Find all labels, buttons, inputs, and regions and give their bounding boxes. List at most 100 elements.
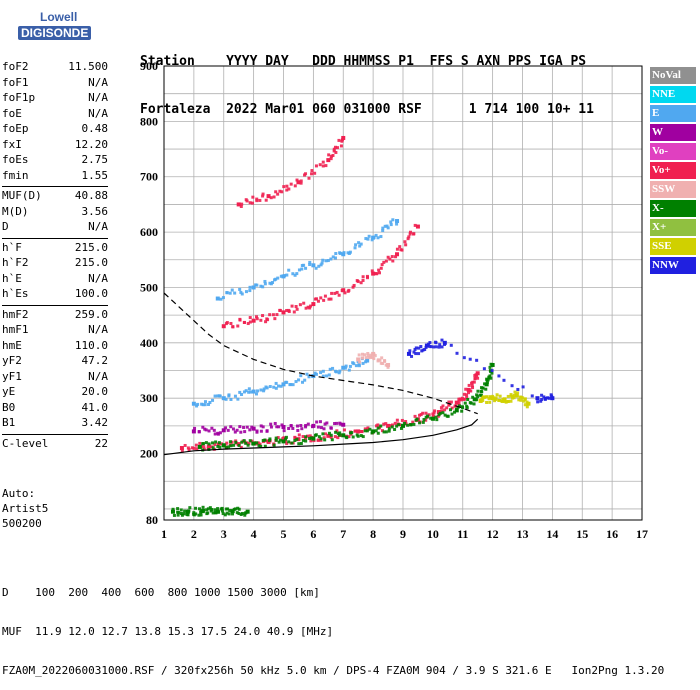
trace-point: [341, 288, 346, 293]
param-value: N/A: [88, 106, 108, 120]
trace-speckle: [256, 441, 260, 445]
trace-speckle: [447, 403, 451, 407]
trace-speckle: [231, 325, 235, 329]
param-name: foF1: [2, 75, 29, 89]
trace-speckle: [348, 250, 352, 254]
trace-speckle: [227, 512, 231, 516]
trace-speckle: [366, 426, 370, 430]
trace-speckle: [329, 433, 333, 437]
trace-speckle: [213, 394, 217, 398]
trace-speckle: [330, 291, 334, 295]
trace-speckle: [480, 397, 484, 401]
trace-point: [230, 509, 235, 514]
trace-speckle: [475, 398, 479, 402]
trace-speckle: [335, 146, 339, 150]
trace-speckle: [287, 308, 291, 312]
trace-speckle: [334, 370, 338, 374]
trace-speckle: [332, 147, 336, 151]
trace-speckle: [314, 372, 318, 376]
trace-speckle: [449, 343, 453, 347]
trace-speckle: [384, 430, 388, 434]
trace-speckle: [475, 374, 479, 378]
trace-speckle: [291, 383, 295, 387]
trace-speckle: [337, 433, 341, 437]
trace-speckle: [372, 357, 376, 361]
trace-speckle: [313, 171, 317, 175]
trace-speckle: [238, 287, 242, 291]
x-tick-label: 10: [427, 527, 439, 541]
trace-point: [454, 408, 459, 413]
trace-speckle: [265, 386, 269, 390]
trace-speckle: [351, 285, 355, 289]
trace-speckle: [274, 190, 278, 194]
trace-speckle: [314, 433, 318, 437]
param-value: 41.0: [81, 400, 109, 414]
trace-speckle: [494, 397, 498, 401]
trace-speckle: [306, 422, 310, 426]
trace-speckle: [408, 230, 412, 234]
trace-speckle: [227, 445, 231, 449]
trace-speckle: [428, 341, 432, 345]
param-row-hf: h`F 215.0: [2, 241, 108, 257]
param-name: h`F2: [2, 256, 29, 269]
header-line-1: Station YYYY DAY DDD HHMMSS P1 FFS S AXN…: [140, 54, 587, 69]
trace-speckle: [374, 233, 378, 237]
trace-speckle: [239, 445, 243, 449]
trace-point: [266, 439, 271, 444]
trace-speckle: [494, 396, 498, 400]
trace-speckle: [220, 509, 224, 513]
trace-speckle: [245, 199, 249, 203]
trace-speckle: [450, 406, 454, 410]
trace-speckle: [476, 395, 480, 399]
trace-speckle: [381, 226, 385, 230]
trace-speckle: [497, 374, 501, 378]
trace-speckle: [199, 513, 203, 517]
trace-speckle: [228, 440, 232, 444]
trace-speckle: [225, 291, 229, 295]
trace-point: [221, 428, 226, 433]
trace-speckle: [365, 429, 369, 433]
trace-speckle: [300, 427, 304, 431]
trace-speckle: [285, 273, 289, 277]
trace-speckle: [510, 384, 514, 388]
trace-speckle: [377, 271, 381, 275]
param-name: foF2: [2, 60, 29, 73]
trace-speckle: [284, 439, 288, 443]
trace-speckle: [366, 237, 370, 241]
trace-speckle: [236, 506, 240, 510]
param-name: D: [2, 220, 9, 233]
trace-speckle: [225, 441, 229, 445]
trace-speckle: [472, 402, 476, 406]
trace-speckle: [216, 444, 220, 448]
trace-speckle: [208, 506, 212, 510]
x-tick-label: 13: [517, 527, 529, 541]
trace-speckle: [255, 317, 259, 321]
trace-speckle: [236, 324, 240, 328]
trace-speckle: [255, 199, 259, 203]
trace-speckle: [347, 435, 351, 439]
trace-speckle: [321, 369, 325, 373]
trace-point: [245, 509, 250, 514]
trace-speckle: [382, 260, 386, 264]
trace-speckle: [386, 365, 390, 369]
trace-speckle: [335, 421, 339, 425]
trace-speckle: [263, 444, 267, 448]
trace-speckle: [274, 277, 278, 281]
trace-speckle: [250, 439, 254, 443]
trace-speckle: [359, 281, 363, 285]
trace-speckle: [267, 438, 271, 442]
trace-point: [371, 429, 376, 434]
trace-speckle: [207, 402, 211, 406]
trace-speckle: [224, 426, 228, 430]
trace-speckle: [379, 424, 383, 428]
trace-speckle: [476, 376, 480, 380]
trace-speckle: [403, 421, 407, 425]
trace-speckle: [353, 429, 357, 433]
trace-speckle: [301, 438, 305, 442]
trace-speckle: [465, 395, 469, 399]
trace-speckle: [471, 380, 475, 384]
trace-speckle: [487, 397, 491, 401]
trace-speckle: [382, 422, 386, 426]
trace-speckle: [481, 399, 485, 403]
trace-speckle: [220, 506, 224, 510]
